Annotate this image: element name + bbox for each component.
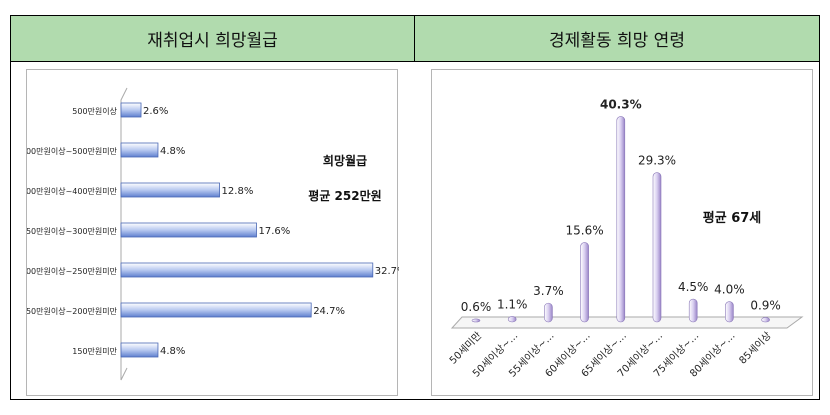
category-label: 400만원이상~500만원미만 <box>27 146 118 156</box>
bar <box>120 262 374 278</box>
bar <box>580 242 589 323</box>
annotation-average: 평균 67세 <box>703 210 762 226</box>
data-label: 40.3% <box>600 97 642 111</box>
bar <box>652 172 662 323</box>
table-frame: 재취업시 희망월급 경제활동 희망 연령 500만원이상 2.6% 400만원이상~… <box>10 15 820 400</box>
data-label: 4.8% <box>160 346 185 357</box>
header-desired-age: 경제활동 희망 연령 <box>415 16 819 62</box>
header-desired-salary: 재취업시 희망월급 <box>11 16 415 62</box>
category-label: 500만원이상 <box>72 106 117 116</box>
bar <box>507 316 517 323</box>
category-label: 250만원이상~300만원미만 <box>27 226 118 236</box>
bar <box>725 301 734 323</box>
bar <box>471 318 481 323</box>
data-label: 0.9% <box>750 298 781 312</box>
bar <box>761 317 770 323</box>
category-label: 50세미만 <box>447 330 484 367</box>
data-label: 15.6% <box>566 223 604 237</box>
category-label: 150만원이상~200만원미만 <box>27 306 118 316</box>
data-label: 1.1% <box>497 297 528 311</box>
category-label: 150만원미만 <box>72 347 117 356</box>
category-label: 300만원이상~400만원미만 <box>27 186 118 196</box>
category-label: 85세이상 <box>737 330 774 367</box>
floor <box>450 316 804 329</box>
data-label: 0.6% <box>461 300 492 314</box>
data-label: 4.0% <box>714 283 745 297</box>
bar <box>120 102 142 118</box>
data-label: 29.3% <box>638 154 676 168</box>
age-chart: 0.6% 50세미만 1.1% 50세이상~… 3.7% 55세이상~… 15.6% 60세이… <box>431 69 813 396</box>
data-label: 4.5% <box>678 280 709 294</box>
category-label: 200만원이상~250만원미만 <box>27 266 118 276</box>
axis-line <box>120 87 128 381</box>
bar <box>120 182 220 198</box>
data-label: 12.8% <box>222 186 254 197</box>
data-label: 3.7% <box>533 284 564 298</box>
data-label: 4.8% <box>160 146 185 157</box>
salary-chart: 500만원이상 2.6% 400만원이상~500만원미만 4.8% 300만원이상~40… <box>26 69 399 396</box>
bar <box>688 298 698 323</box>
data-label: 17.6% <box>259 226 291 237</box>
data-label: 24.7% <box>313 306 345 317</box>
data-label: 2.6% <box>143 106 168 117</box>
data-label: 32.7% <box>375 266 399 277</box>
bar <box>120 142 159 158</box>
bar <box>616 116 626 323</box>
annotation-average: 평균 252만원 <box>308 188 381 203</box>
bar <box>544 302 553 323</box>
annotation-title: 희망월급 <box>323 153 367 168</box>
bar <box>120 302 312 318</box>
bar <box>120 342 159 358</box>
bar <box>120 222 257 238</box>
